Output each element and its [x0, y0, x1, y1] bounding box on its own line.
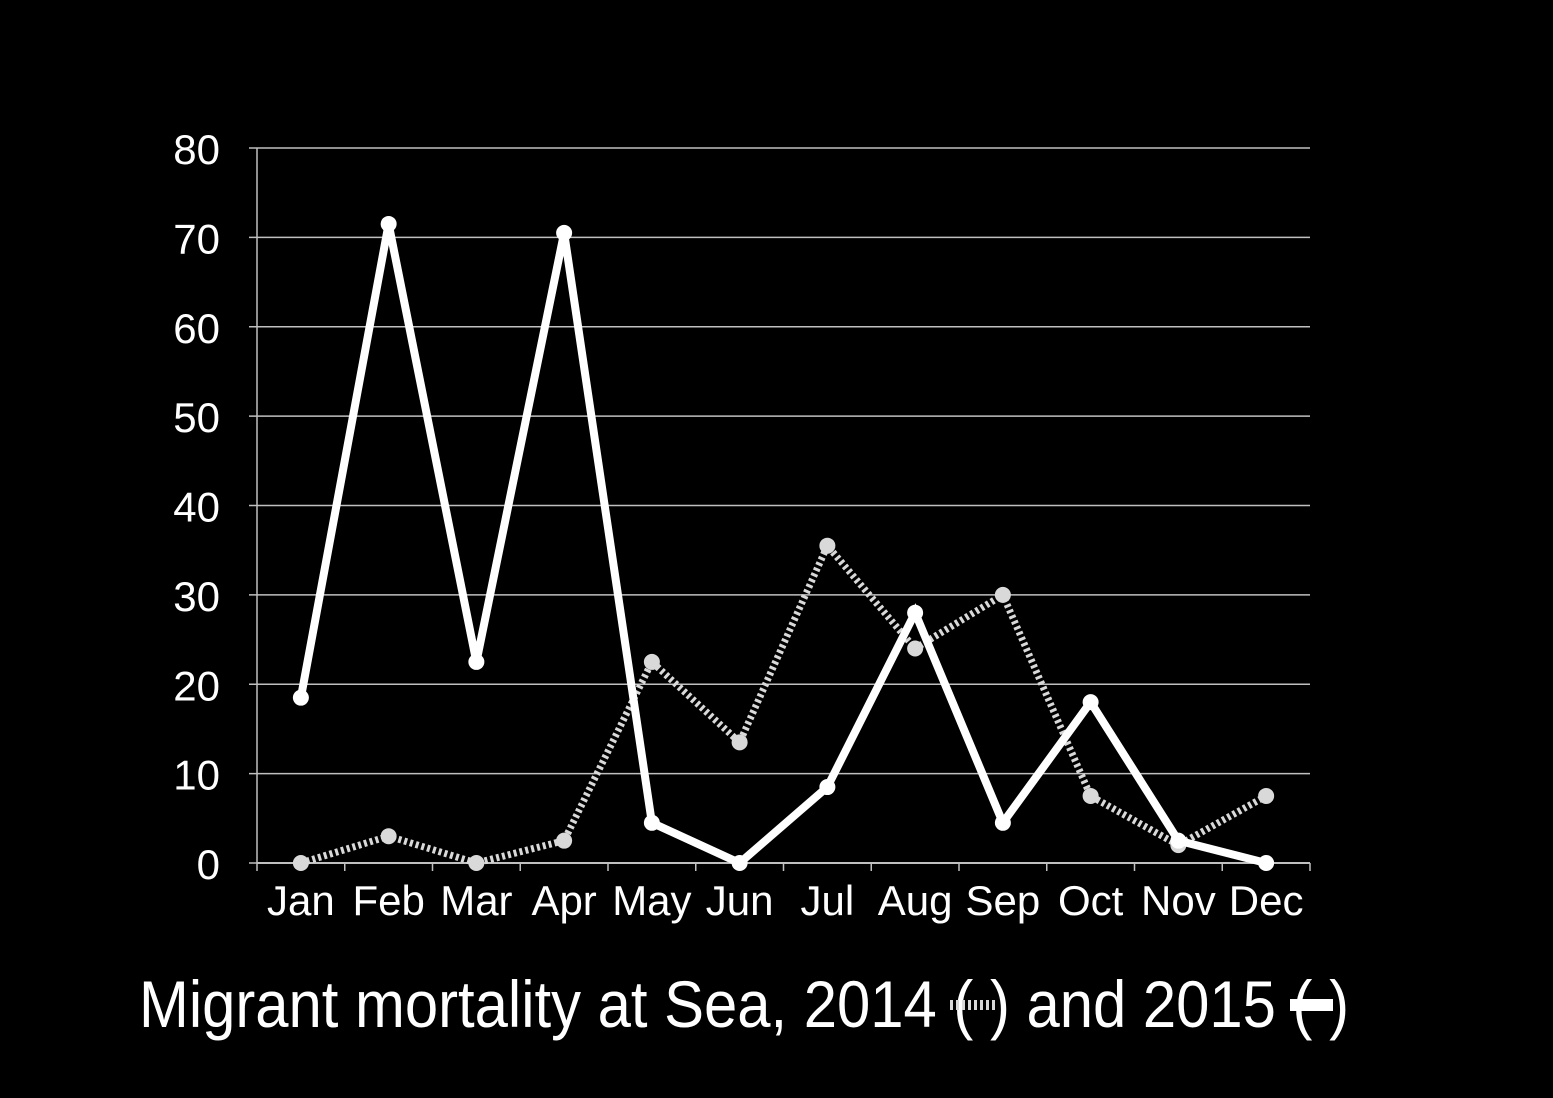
y-tick-label-60: 60: [173, 305, 220, 352]
point-2015-dec: [1258, 855, 1275, 871]
point-2015-jul: [819, 779, 836, 796]
title-text: Migrant mortality at Sea, 2014 ( ) and 2…: [139, 967, 1349, 1041]
series-line-2014: [299, 539, 1268, 867]
x-tick-label-jul: Jul: [801, 877, 855, 924]
point-2014-feb: [380, 828, 397, 845]
point-2015-jun: [731, 855, 748, 871]
x-tick-label-feb: Feb: [352, 877, 424, 924]
point-2015-jan: [292, 689, 309, 706]
grid-layer: [257, 147, 1310, 775]
title-part-after: ): [1329, 967, 1349, 1041]
x-tick-label-oct: Oct: [1058, 877, 1124, 924]
y-tick-label-10: 10: [173, 752, 220, 799]
x-tick-label-apr: Apr: [531, 877, 596, 924]
point-2014-sep: [994, 586, 1011, 603]
point-2014-jun: [731, 734, 748, 751]
y-tick-label-40: 40: [173, 484, 220, 531]
title-part-middle: ) and 2015 (: [990, 967, 1313, 1041]
y-tick-label-20: 20: [173, 662, 220, 709]
point-2015-sep: [994, 814, 1011, 831]
x-tick-label-sep: Sep: [966, 877, 1041, 924]
axes: [249, 147, 1311, 871]
point-2015-aug: [907, 604, 924, 621]
point-2015-may: [643, 814, 660, 831]
y-tick-label-0: 0: [197, 841, 220, 888]
x-tick-label-aug: Aug: [878, 877, 953, 924]
title-part-before: Migrant mortality at Sea, 2014 (: [139, 967, 973, 1041]
x-tick-label-dec: Dec: [1229, 877, 1304, 924]
x-tick-label-mar: Mar: [440, 877, 512, 924]
y-tick-label-80: 80: [173, 126, 220, 173]
point-2015-nov: [1170, 832, 1187, 849]
x-tick-label-jun: Jun: [706, 877, 774, 924]
point-2014-aug: [907, 640, 924, 657]
point-2014-apr: [556, 832, 573, 849]
point-2014-jan: [292, 855, 309, 871]
x-tick-label-jan: Jan: [267, 877, 335, 924]
y-tick-label-70: 70: [173, 215, 220, 262]
series-line-2015: [296, 223, 1268, 868]
point-2014-jul: [819, 537, 836, 554]
point-2014-dec: [1258, 787, 1275, 804]
point-2014-mar: [468, 855, 485, 871]
y-tick-label-50: 50: [173, 394, 220, 441]
point-2015-apr: [556, 224, 573, 241]
point-2015-feb: [380, 215, 397, 232]
point-2014-oct: [1082, 787, 1099, 804]
point-2015-oct: [1082, 694, 1099, 711]
tick-labels: 0 10 20 30 40 50 60 70 80 Jan Feb Mar Apr May Jun Jul Au…: [173, 126, 1303, 924]
series-layer: [292, 215, 1275, 871]
x-tick-label-may: May: [612, 877, 691, 924]
point-2015-mar: [468, 653, 485, 670]
y-tick-label-30: 30: [173, 573, 220, 620]
x-tick-label-nov: Nov: [1141, 877, 1216, 924]
chart-title: Migrant mortality at Sea, 2014 ( ) and 2…: [139, 967, 1349, 1041]
point-2014-may: [643, 653, 660, 670]
